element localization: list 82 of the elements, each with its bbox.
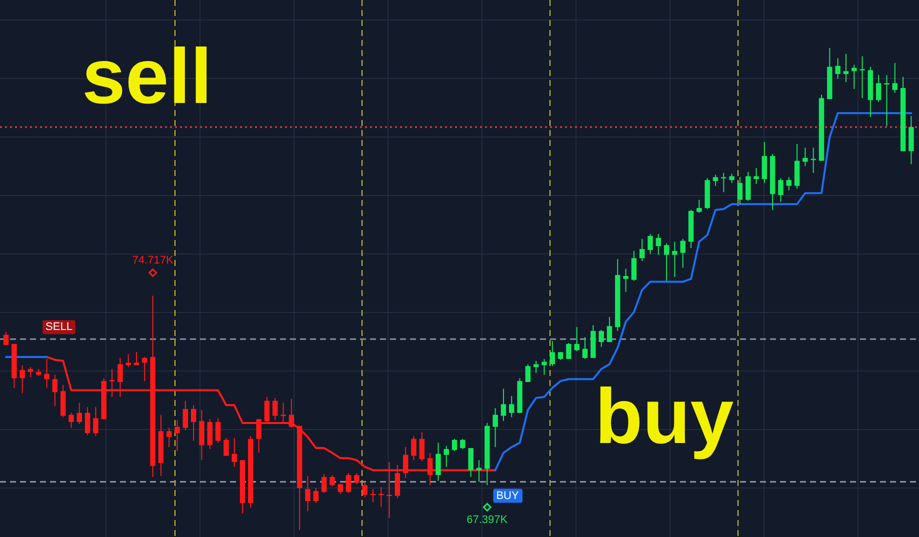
candlestick: [126, 354, 131, 368]
candlestick: [330, 474, 335, 487]
candlestick: [712, 174, 718, 186]
candlestick: [509, 396, 514, 418]
candlestick: [892, 62, 898, 94]
candlestick: [582, 336, 588, 360]
candlestick: [76, 402, 82, 424]
candlestick: [321, 474, 327, 494]
candlestick: [656, 234, 662, 256]
candlestick: [134, 352, 140, 366]
candlestick: [500, 388, 506, 422]
candlestick: [305, 476, 310, 512]
candlestick: [664, 242, 670, 282]
candlestick: [468, 448, 474, 478]
candlestick: [109, 368, 115, 398]
candlestick: [786, 176, 792, 191]
candlestick: [550, 340, 555, 367]
candlestick: [598, 329, 604, 348]
candlestick: [166, 427, 172, 448]
annotation: buy: [595, 372, 734, 460]
candlestick: [762, 141, 768, 184]
candlestick: [44, 358, 50, 388]
candlestick: [207, 418, 212, 450]
candlestick: [754, 168, 759, 184]
candlestick: [623, 268, 628, 292]
candlestick: [606, 316, 612, 343]
candlestick: [876, 74, 882, 102]
candlestick: [721, 172, 726, 193]
annotation: sell: [82, 32, 212, 120]
candlestick: [631, 250, 637, 282]
candlestick: [190, 404, 196, 442]
candlestick: [20, 364, 25, 394]
annotation: 74.717K: [132, 254, 174, 267]
candlestick: [256, 418, 262, 454]
candlestick: [884, 74, 890, 127]
candlestick: [288, 398, 294, 428]
candlestick: [52, 374, 58, 407]
candlestick: [843, 53, 849, 83]
candlestick: [313, 488, 318, 504]
candlestick: [264, 396, 270, 423]
candlestick: [444, 446, 449, 468]
candlestick: [272, 397, 278, 421]
ref-line-label: SELL: [46, 321, 72, 334]
candlestick: [3, 331, 9, 346]
candlestick: [460, 438, 466, 450]
candlestick: [362, 482, 368, 498]
candlestick: [68, 412, 74, 428]
ref-line-label: BUY: [496, 490, 520, 502]
candlestick: [232, 437, 237, 468]
candlestick: [93, 406, 98, 437]
candlestick: [745, 171, 751, 202]
candlestick: [338, 484, 343, 494]
candlestick: [802, 147, 808, 167]
annotation: 67.397K: [466, 514, 508, 526]
candlestick: [778, 178, 784, 202]
candlestick: [672, 241, 678, 278]
candlestick: [566, 342, 572, 360]
candlestick: [174, 420, 180, 452]
candlestick: [696, 199, 702, 214]
candlestick: [28, 366, 34, 378]
candlestick: [84, 406, 90, 436]
candlestick: [452, 438, 458, 452]
candlestick: [860, 56, 865, 99]
candlestick: [419, 432, 425, 462]
candlestick: [835, 58, 840, 80]
candlestick: [525, 364, 531, 383]
candlestick: [492, 408, 498, 448]
candlestick: [411, 436, 416, 461]
candlestick: [574, 326, 580, 352]
candlestick: [436, 442, 441, 482]
candlestick: [639, 238, 645, 262]
candlestick: [729, 173, 734, 184]
candlestick: [542, 358, 547, 376]
candlestick: [680, 238, 686, 268]
candlestick: [533, 360, 539, 374]
candlestick: [182, 400, 188, 431]
candlestick: [224, 437, 229, 456]
candlestick: [346, 472, 352, 494]
candlestick: [215, 418, 221, 444]
candlestick: [737, 176, 743, 205]
candlestick: [648, 234, 653, 254]
candlestick: [354, 472, 360, 485]
